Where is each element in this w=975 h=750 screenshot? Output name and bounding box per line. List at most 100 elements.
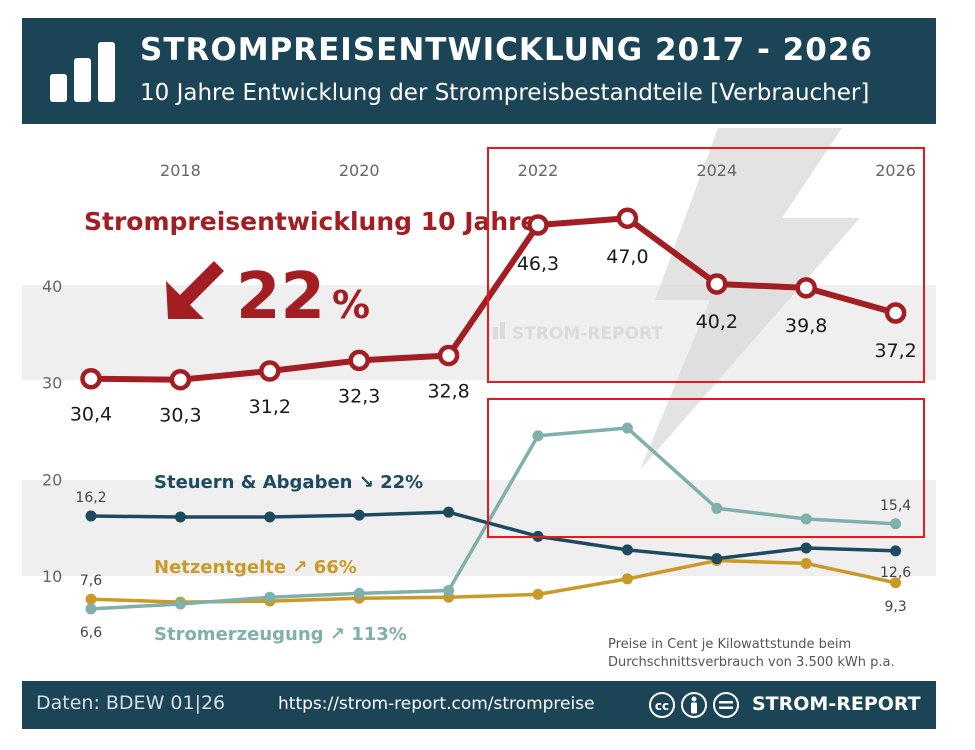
legend-name-erzeugung: Stromerzeugung: [154, 624, 330, 645]
data-point-gesamt: [259, 360, 281, 382]
x-tick-label: 2018: [160, 161, 201, 180]
legend-netz-label: Netzentgelte ↗ 66%: [154, 557, 357, 578]
x-tick-label: 2024: [696, 161, 737, 180]
data-point-erzeugung: [711, 502, 723, 514]
data-point-netz: [800, 557, 812, 569]
data-point-steuern: [890, 545, 902, 557]
data-labels: 30,4 30,3 31,2 32,3 32,8 46,3 47,0 40,2 39,8 37,2…: [70, 246, 917, 641]
data-label-gesamt: 46,3: [517, 253, 559, 275]
note-line-2: Durchschnittsverbrauch von 3.500 kWh p.a…: [608, 655, 895, 670]
y-tick-label: 30: [42, 374, 62, 393]
data-point-steuern: [621, 544, 633, 556]
y-axis-ticks: 10 20 30 40: [42, 277, 62, 586]
lightning-icon: [640, 128, 860, 470]
data-label-gesamt: 31,2: [249, 396, 291, 418]
data-point-steuern: [85, 510, 97, 522]
footer-bar: Daten: BDEW 01|26 https://strom-report.c…: [22, 681, 936, 729]
data-label-end-netz: 9,3: [884, 599, 906, 615]
data-point-erzeugung: [621, 422, 633, 434]
legend-name-netz: Netzentgelte: [154, 557, 292, 578]
highlight-box-gesamt: [487, 147, 925, 383]
person-icon: [681, 692, 707, 718]
legend-steuern-label: Steuern & Abgaben ↘ 22%: [154, 472, 423, 493]
data-point-steuern: [711, 553, 723, 565]
data-point-erzeugung: [532, 430, 544, 442]
headline-percent-sign: %: [332, 283, 370, 327]
headline-text: Strompreisentwicklung 10 Jahre: [84, 207, 537, 236]
data-point-gesamt: [616, 207, 639, 229]
data-label-end-steuern: 12,6: [880, 565, 911, 581]
data-label-gesamt: 32,8: [427, 381, 469, 403]
data-point-erzeugung: [264, 591, 276, 603]
header-banner: STROMPREISENTWICKLUNG 2017 - 2026 10 Jah…: [22, 18, 936, 124]
data-point-gesamt: [706, 273, 728, 295]
cc-icon: cc: [649, 692, 675, 718]
data-point-gesamt: [348, 349, 370, 372]
note-line-1: Preise in Cent je Kilowattstunde beim: [608, 637, 851, 652]
bar-chart-icon: [50, 42, 115, 102]
brand-name: STROM-REPORT: [752, 693, 921, 715]
legend-change-netz: 66%: [314, 557, 357, 578]
data-point-gesamt: [527, 214, 549, 236]
highlight-box-erzeugung: [487, 398, 925, 538]
data-point-steuern: [353, 509, 365, 521]
series-lines: [90, 215, 897, 611]
x-tick-label: 2026: [875, 161, 916, 180]
equal-icon: [713, 692, 739, 718]
y-tick-label: 10: [42, 567, 62, 586]
data-point-gesamt: [795, 277, 817, 299]
x-axis-ticks: 2018 2020 2022 2024 2026: [160, 161, 916, 180]
page-subtitle: 10 Jahre Entwicklung der Strompreisbesta…: [140, 80, 870, 106]
data-label-gesamt: 32,3: [338, 385, 380, 407]
page-title: STROMPREISENTWICKLUNG 2017 - 2026: [140, 32, 873, 68]
legend-erzeugung: Stromerzeugung ↗ 113%: [154, 624, 407, 645]
data-point-netz: [621, 573, 633, 585]
arrow-up-right-icon: ↗: [330, 624, 351, 645]
legend-name-steuern: Steuern & Abgaben: [154, 472, 359, 493]
data-label-gesamt: 37,2: [874, 340, 916, 362]
data-point-erzeugung: [800, 513, 812, 525]
license-icons: cc: [649, 692, 739, 718]
data-point-gesamt: [80, 367, 102, 390]
series-line-gesamt: [90, 215, 897, 383]
arrow-up-right-icon: [166, 261, 224, 319]
data-label-gesamt: 40,2: [696, 311, 738, 333]
data-point-netz: [85, 593, 97, 605]
data-point-erzeugung: [353, 587, 365, 599]
legend-change-steuern: 22%: [380, 472, 423, 493]
data-label-gesamt: 47,0: [606, 246, 648, 268]
data-point-steuern: [800, 542, 812, 554]
arrow-up-right-icon: ↗: [292, 557, 313, 578]
source-link[interactable]: https://strom-report.com/strompreise: [278, 694, 595, 714]
data-point-gesamt: [437, 344, 460, 367]
data-point-erzeugung: [174, 598, 186, 610]
data-point-gesamt: [884, 302, 907, 324]
legend-change-erzeugung: 113%: [351, 624, 407, 645]
data-label-start-erzeugung: 6,6: [80, 625, 102, 641]
data-point-steuern: [264, 511, 276, 523]
data-label-start-netz: 7,6: [80, 573, 102, 589]
data-point-erzeugung: [890, 518, 902, 530]
data-label-gesamt: 39,8: [785, 315, 827, 337]
data-point-steuern: [443, 506, 455, 518]
y-tick-label: 40: [42, 277, 62, 296]
legend-steuern: Steuern & Abgaben ↘ 22%: [154, 472, 423, 493]
x-tick-label: 2020: [339, 161, 380, 180]
x-tick-label: 2022: [518, 161, 559, 180]
data-point-netz: [890, 577, 902, 589]
watermark: STROM-REPORT: [493, 322, 663, 344]
source-label: Daten: BDEW 01|26: [36, 692, 226, 714]
data-label-gesamt: 30,4: [70, 404, 112, 426]
band-20: [22, 480, 936, 576]
arrow-down-right-icon: ↘: [359, 472, 380, 493]
series-points: [80, 207, 907, 615]
watermark-text: STROM-REPORT: [512, 324, 663, 344]
data-point-steuern: [174, 511, 186, 523]
data-point-netz: [532, 588, 544, 600]
y-tick-label: 20: [42, 470, 62, 489]
svg-text:cc: cc: [655, 699, 669, 713]
series-line-erzeugung: [90, 426, 896, 611]
data-label-start-steuern: 16,2: [75, 490, 106, 506]
